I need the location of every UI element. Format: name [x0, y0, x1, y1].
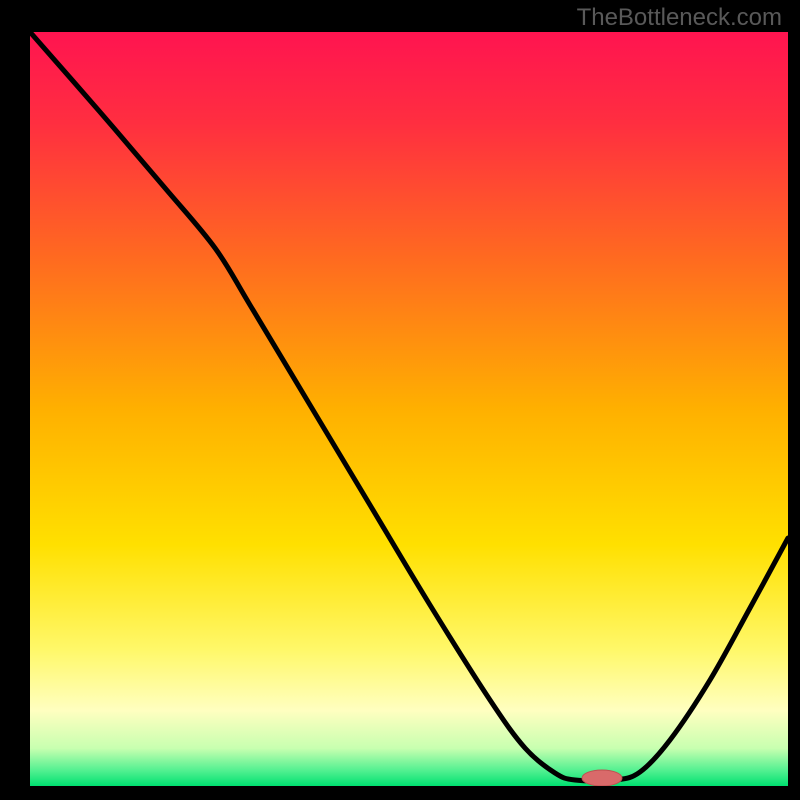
- chart-frame: TheBottleneck.com: [0, 0, 800, 800]
- bottleneck-curve: [30, 32, 788, 781]
- optimal-marker: [582, 770, 622, 786]
- plot-area: [30, 32, 788, 786]
- curve-layer: [30, 32, 788, 786]
- watermark-text: TheBottleneck.com: [577, 4, 782, 32]
